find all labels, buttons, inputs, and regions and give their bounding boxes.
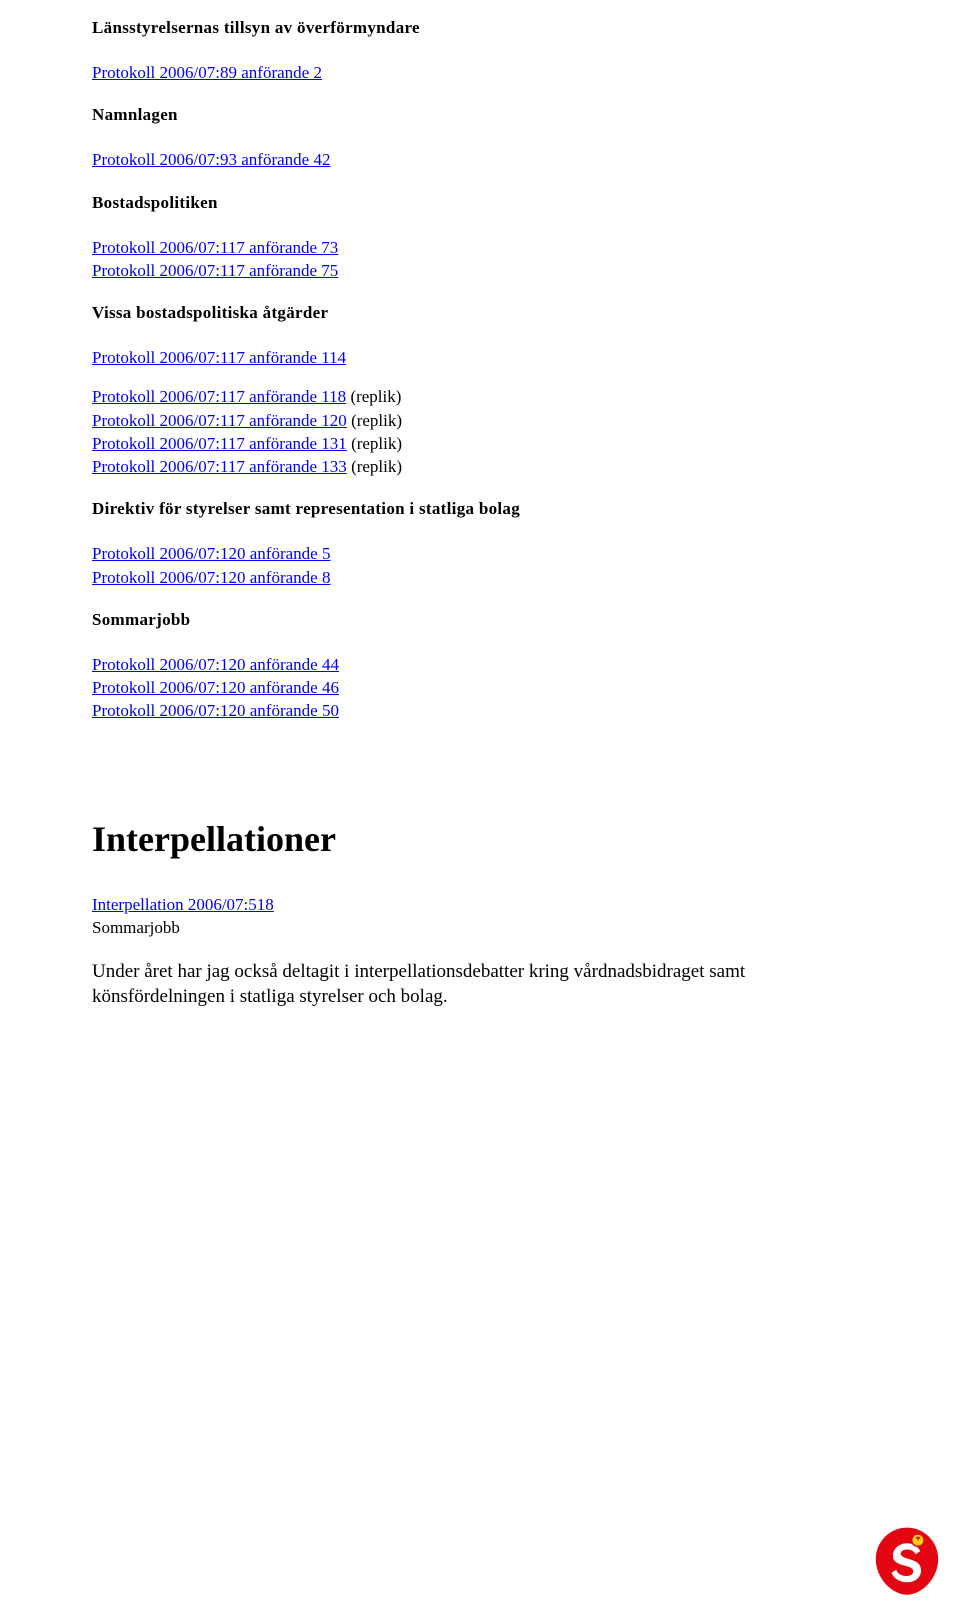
link-row: Protokoll 2006/07:120 anförande 44 [92,654,870,675]
interpellationer-heading: Interpellationer [92,818,870,860]
replik-suffix: (replik) [347,457,402,476]
link-row: Protokoll 2006/07:120 anförande 50 [92,700,870,721]
link-row: Protokoll 2006/07:117 anförande 75 [92,260,870,281]
protokoll-link[interactable]: Protokoll 2006/07:117 anförande 120 [92,411,347,430]
link-row: Protokoll 2006/07:117 anförande 133 (rep… [92,456,870,477]
protokoll-link[interactable]: Protokoll 2006/07:117 anförande 114 [92,348,346,367]
protokoll-link[interactable]: Protokoll 2006/07:117 anförande 75 [92,261,338,280]
link-row: Protokoll 2006/07:117 anförande 73 [92,237,870,258]
link-row: Protokoll 2006/07:93 anförande 42 [92,149,870,170]
protokoll-link[interactable]: Protokoll 2006/07:120 anförande 5 [92,544,330,563]
protokoll-link[interactable]: Protokoll 2006/07:117 anförande 118 [92,387,346,406]
section-heading: Direktiv för styrelser samt representati… [92,499,870,519]
protokoll-link[interactable]: Protokoll 2006/07:117 anförande 73 [92,238,338,257]
section-heading: Namnlagen [92,105,870,125]
link-row: Protokoll 2006/07:89 anförande 2 [92,62,870,83]
link-row: Protokoll 2006/07:117 anförande 114 [92,347,870,368]
link-row: Protokoll 2006/07:120 anförande 8 [92,567,870,588]
protokoll-link[interactable]: Protokoll 2006/07:120 anförande 50 [92,701,339,720]
link-row: Interpellation 2006/07:518 [92,894,870,915]
section-heading: Bostadspolitiken [92,193,870,213]
link-row: Protokoll 2006/07:117 anförande 120 (rep… [92,410,870,431]
party-logo-icon [868,1523,946,1601]
section-heading: Länsstyrelsernas tillsyn av överförmynda… [92,18,870,38]
protokoll-link[interactable]: Protokoll 2006/07:120 anförande 8 [92,568,330,587]
document-body: Länsstyrelsernas tillsyn av överförmynda… [92,18,870,1009]
link-row: Protokoll 2006/07:120 anförande 5 [92,543,870,564]
replik-suffix: (replik) [346,387,401,406]
section-heading: Sommarjobb [92,610,870,630]
protokoll-link[interactable]: Protokoll 2006/07:89 anförande 2 [92,63,322,82]
protokoll-link[interactable]: Protokoll 2006/07:117 anförande 133 [92,457,347,476]
replik-suffix: (replik) [347,411,402,430]
interpellation-link[interactable]: Interpellation 2006/07:518 [92,895,274,914]
link-row: Protokoll 2006/07:120 anförande 46 [92,677,870,698]
protokoll-link[interactable]: Protokoll 2006/07:120 anförande 44 [92,655,339,674]
replik-suffix: (replik) [347,434,402,453]
interpellation-subtitle: Sommarjobb [92,917,870,938]
link-row: Protokoll 2006/07:117 anförande 118 (rep… [92,386,870,407]
protokoll-link[interactable]: Protokoll 2006/07:120 anförande 46 [92,678,339,697]
interpellation-paragraph: Under året har jag också deltagit i inte… [92,960,862,1009]
link-row: Protokoll 2006/07:117 anförande 131 (rep… [92,433,870,454]
section-heading: Vissa bostadspolitiska åtgärder [92,303,870,323]
protokoll-link[interactable]: Protokoll 2006/07:93 anförande 42 [92,150,330,169]
protokoll-link[interactable]: Protokoll 2006/07:117 anförande 131 [92,434,347,453]
